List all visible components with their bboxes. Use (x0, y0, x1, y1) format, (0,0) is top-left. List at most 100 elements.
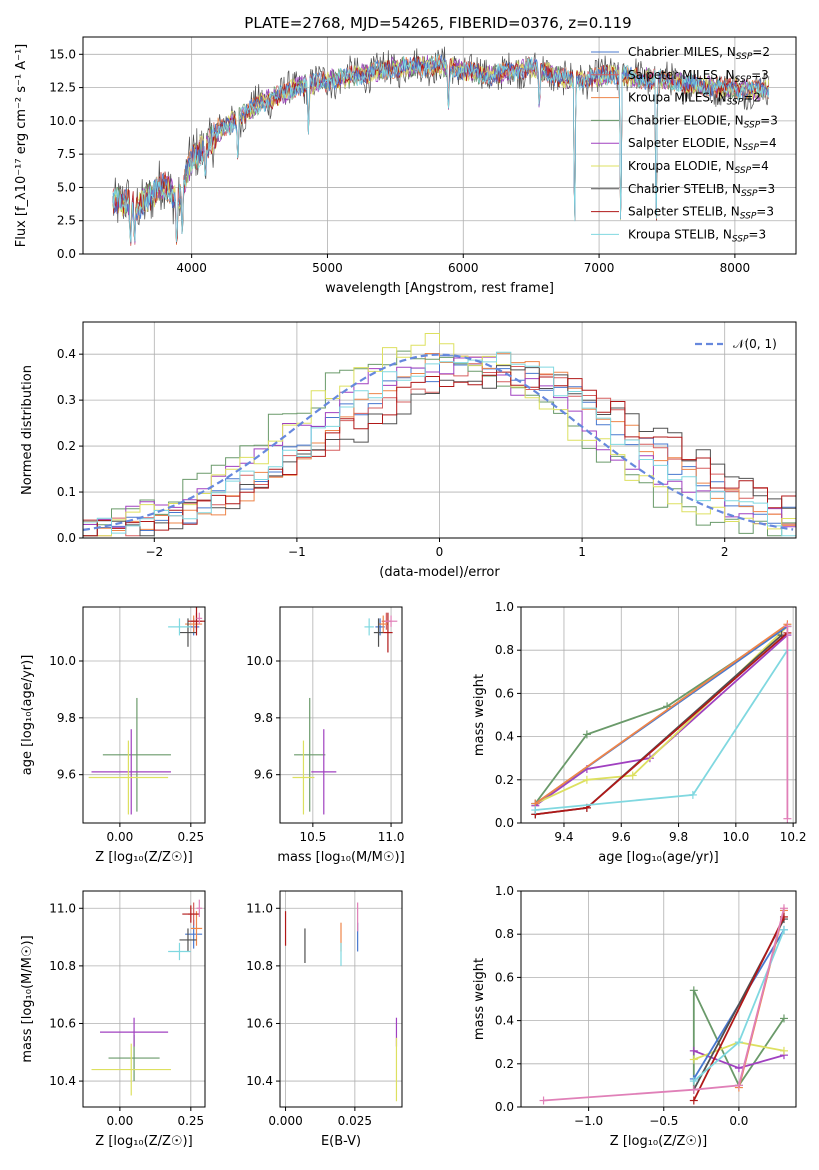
error-point (196, 899, 203, 917)
y-tick-label: 0.6 (495, 686, 514, 700)
y-tick-label: 10.8 (49, 959, 76, 973)
x-tick-label: 10.5 (299, 830, 326, 844)
x-tick-label: −1.0 (574, 1114, 603, 1128)
mass_vs_Z-axes: 0.00 0.25 10.4 10.6 10.8 11.0 Z [log₁₀(Z/Z☉)] m… (20, 890, 206, 1149)
weight-marker (689, 1046, 698, 1055)
y-tick-label: 0.8 (495, 927, 514, 941)
weight-line (534, 623, 788, 805)
error-point (292, 740, 315, 815)
weight-marker (734, 1064, 743, 1073)
weight-marker (689, 986, 698, 995)
error-point (88, 740, 169, 815)
weight-marker (779, 904, 788, 913)
error-point (179, 928, 197, 952)
x-tick-label: −2 (145, 545, 163, 559)
age_vs_Z-axes: 0.00 0.25 9.6 9.8 10.0 Z [log₁₀(Z/Z☉)] age [lo… (20, 606, 206, 865)
y-axis-label: mass [log₁₀(M/M☉)] (20, 935, 35, 1062)
y-tick-label: 0.0 (495, 816, 514, 830)
weight_vs_Z-grid (521, 890, 796, 1108)
error-point (378, 615, 388, 633)
weight-marker (539, 1096, 548, 1105)
error-point (91, 729, 171, 815)
weight-marker (531, 806, 540, 815)
weight-marker (689, 1096, 698, 1105)
legend-entry: 𝒩(0, 1) (733, 337, 777, 351)
x-tick-label: 1 (578, 545, 586, 559)
y-axis-label: Flux [f_λ10⁻¹⁷ erg cm⁻² s⁻¹ A⁻¹] (14, 44, 29, 248)
residuals-plot-area (83, 333, 796, 538)
x-tick-label: 0 (436, 545, 444, 559)
legend-entry: Salpeter ELODIE, NSSP=4 (628, 136, 777, 153)
error-point (102, 697, 171, 812)
x-tick-label: 9.8 (669, 830, 688, 844)
spectrum-line-chabrier-miles (112, 54, 770, 243)
x-tick-label: 11.0 (378, 830, 405, 844)
histogram-kroupa-elodie (83, 333, 796, 538)
age_vs_mass-plot-area (292, 612, 398, 815)
y-tick-label: 10.6 (246, 1016, 273, 1030)
spectrum-frame (82, 36, 797, 255)
spectrum-axes: 4000 5000 6000 7000 8000 0.0 2.5 5.0 7.5 10.0 12.5… (14, 36, 797, 296)
y-tick-label: 0.2 (57, 439, 76, 453)
x-tick-label: 0.000 (268, 1114, 302, 1128)
mass_vs_Z-plot-area (91, 899, 203, 1096)
x-tick-label: 0.025 (338, 1114, 372, 1128)
weight_vs_age-axes: 9.4 9.6 9.8 10.0 10.2 0.0 0.2 0.4 0.6 0.8 1.0 age [… (472, 600, 806, 865)
age_vs_Z-grid (83, 607, 205, 823)
x-tick-label: 9.4 (554, 830, 573, 844)
legend-entry: Kroupa ELODIE, NSSP=4 (628, 159, 769, 176)
mass_vs_Z-frame (82, 890, 206, 1108)
weight-marker (689, 1085, 698, 1094)
weight_vs_Z-frame (520, 890, 797, 1108)
y-axis-label: mass weight (472, 674, 487, 756)
weight-line (692, 990, 785, 1090)
weight-marker (689, 1055, 698, 1064)
histogram-salpeter-elodie (83, 356, 796, 538)
y-tick-label: 0.0 (495, 1100, 514, 1114)
age_vs_mass-frame (279, 606, 403, 824)
weight-marker (734, 1038, 743, 1047)
y-tick-label: 10.6 (49, 1016, 76, 1030)
error-point (196, 612, 203, 625)
error-point (100, 1017, 169, 1047)
y-tick-label: 0.8 (495, 643, 514, 657)
x-tick-label: 0.00 (107, 1114, 134, 1128)
y-tick-label: 10.4 (246, 1074, 273, 1088)
residuals-axes: −2 −1 0 1 2 0.0 0.1 0.2 0.3 0.4 (data-model)/error… (20, 321, 797, 580)
x-tick-label: 7000 (584, 261, 615, 275)
y-tick-label: 9.6 (254, 768, 273, 782)
x-tick-label: 6000 (448, 261, 479, 275)
mass_vs_ebv-frame (279, 890, 403, 1108)
y-tick-label: 0.0 (57, 531, 76, 545)
x-axis-label: E(B-V) (321, 1134, 361, 1149)
y-tick-label: 10.8 (246, 959, 273, 973)
x-tick-label: 10.0 (722, 830, 749, 844)
error-point (311, 729, 337, 815)
x-tick-label: −0.5 (649, 1114, 678, 1128)
y-tick-label: 0.4 (495, 730, 514, 744)
residuals-frame (82, 321, 797, 539)
weight-line (535, 632, 788, 816)
error-point (294, 697, 326, 812)
y-tick-label: 11.0 (49, 901, 76, 915)
legend-entry: Salpeter MILES, NSSP=3 (628, 68, 769, 85)
residuals-legend: 𝒩(0, 1) (695, 337, 777, 351)
y-tick-label: 5.0 (57, 180, 76, 194)
weight-line (543, 908, 785, 1102)
x-axis-label: Z [log₁₀(Z/Z☉)] (95, 850, 192, 865)
weight-marker (582, 775, 591, 784)
y-tick-label: 0.4 (495, 1014, 514, 1028)
error-point (373, 618, 384, 647)
error-point (383, 612, 393, 653)
weight_vs_Z-axes: −1.0 −0.5 0.0 0.0 0.2 0.4 0.6 0.8 1.0 Z [log₁₀(Z/… (472, 884, 797, 1149)
error-point (91, 1043, 171, 1096)
y-tick-label: 1.0 (495, 600, 514, 614)
x-tick-label: 0.00 (107, 830, 134, 844)
y-tick-label: 10.0 (49, 114, 76, 128)
y-axis-label: age [log₁₀(age/yr)] (20, 655, 35, 776)
weight_vs_age-frame (520, 606, 797, 824)
x-tick-label: 5000 (312, 261, 343, 275)
weight-marker (779, 1014, 788, 1023)
mass_vs_Z-grid (83, 891, 205, 1107)
